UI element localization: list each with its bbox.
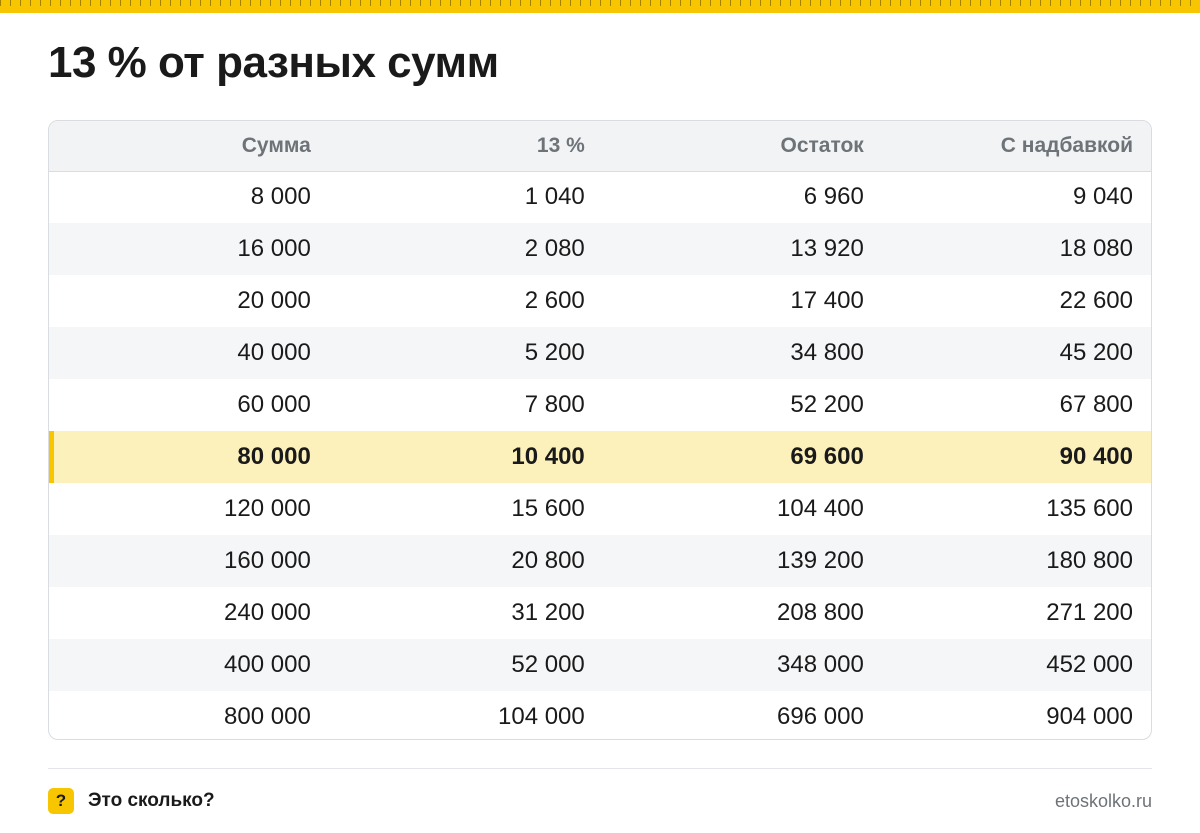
cell-with-markup: 90 400 (1059, 443, 1133, 470)
cell-remainder: 13 920 (790, 235, 864, 262)
cell-amount: 240 000 (224, 599, 311, 626)
cell-amount: 80 000 (49, 431, 310, 483)
cell-amount: 60 000 (237, 391, 311, 418)
cell-13-percent: 7 800 (524, 391, 585, 418)
cell-with-markup: 18 080 (1059, 235, 1133, 262)
table-row: 60 000 7 800 52 200 67 800 (49, 379, 1151, 431)
cell-amount: 16 000 (237, 235, 311, 262)
table-row: 160 000 20 800 139 200 180 800 (49, 535, 1151, 587)
table-row: 400 000 52 000 348 000 452 000 (49, 639, 1151, 691)
table-row: 8 000 1 040 6 960 9 040 (49, 171, 1151, 223)
cell-13-percent: 52 000 (511, 651, 585, 678)
cell-with-markup: 22 600 (1059, 287, 1133, 314)
cell-with-markup: 67 800 (1059, 391, 1133, 418)
cell-amount: 120 000 (224, 495, 311, 522)
ruler-decoration (0, 0, 1200, 13)
column-header-amount: Сумма (49, 121, 311, 172)
cell-remainder: 348 000 (777, 651, 864, 678)
site-url[interactable]: etoskolko.ru (1054, 791, 1152, 811)
cell-remainder: 208 800 (777, 599, 864, 626)
table-row: 240 000 31 200 208 800 271 200 (49, 587, 1151, 639)
table-row: 800 000 104 000 696 000 904 000 (49, 691, 1151, 739)
cell-with-markup: 452 000 (1046, 651, 1133, 678)
page-title: 13 % от разных сумм (48, 38, 499, 87)
cell-13-percent: 5 200 (524, 339, 585, 366)
cell-13-percent: 2 080 (524, 235, 585, 262)
cell-13-percent: 20 800 (511, 547, 585, 574)
table-header-row: Сумма 13 % Остаток С надбавкой (49, 121, 1151, 172)
table-row-highlighted: 80 000 10 400 69 600 90 400 (49, 431, 1151, 483)
cell-with-markup: 135 600 (1046, 495, 1133, 522)
cell-amount: 20 000 (237, 287, 311, 314)
cell-13-percent: 1 040 (524, 183, 585, 211)
column-header-13-percent: 13 % (310, 121, 585, 172)
cell-amount: 800 000 (224, 703, 311, 730)
cell-remainder: 696 000 (777, 703, 864, 730)
cell-13-percent: 104 000 (498, 703, 585, 730)
cell-13-percent: 31 200 (511, 599, 585, 626)
cell-with-markup: 904 000 (1046, 703, 1133, 730)
column-header-with-markup: С надбавкой (863, 121, 1151, 172)
cell-amount: 40 000 (237, 339, 311, 366)
cell-13-percent: 10 400 (511, 443, 585, 470)
cell-amount: 400 000 (224, 651, 311, 678)
footer-divider (48, 768, 1152, 769)
cell-13-percent: 2 600 (524, 287, 585, 314)
cell-with-markup: 45 200 (1059, 339, 1133, 366)
cell-remainder: 6 960 (803, 183, 864, 211)
cell-amount: 8 000 (250, 183, 311, 211)
cell-amount: 160 000 (224, 547, 311, 574)
cell-13-percent: 15 600 (511, 495, 585, 522)
table-row: 16 000 2 080 13 920 18 080 (49, 223, 1151, 275)
percentage-table: Сумма 13 % Остаток С надбавкой 8 000 1 04… (48, 120, 1152, 740)
column-header-remainder: Остаток (584, 121, 864, 172)
cell-with-markup: 9 040 (1072, 183, 1133, 211)
table-row: 120 000 15 600 104 400 135 600 (49, 483, 1151, 535)
question-icon: ? (48, 788, 74, 814)
cell-with-markup: 271 200 (1046, 599, 1133, 626)
cell-remainder: 34 800 (790, 339, 864, 366)
cell-remainder: 52 200 (790, 391, 864, 418)
cell-remainder: 69 600 (790, 443, 864, 470)
cell-remainder: 17 400 (790, 287, 864, 314)
cell-with-markup: 180 800 (1046, 547, 1133, 574)
cell-remainder: 139 200 (777, 547, 864, 574)
footer: ? Это сколько? etoskolko.ru (48, 786, 1152, 816)
brand-name: Это сколько? (88, 790, 215, 811)
cell-remainder: 104 400 (777, 495, 864, 522)
table-row: 40 000 5 200 34 800 45 200 (49, 327, 1151, 379)
table-row: 20 000 2 600 17 400 22 600 (49, 275, 1151, 327)
